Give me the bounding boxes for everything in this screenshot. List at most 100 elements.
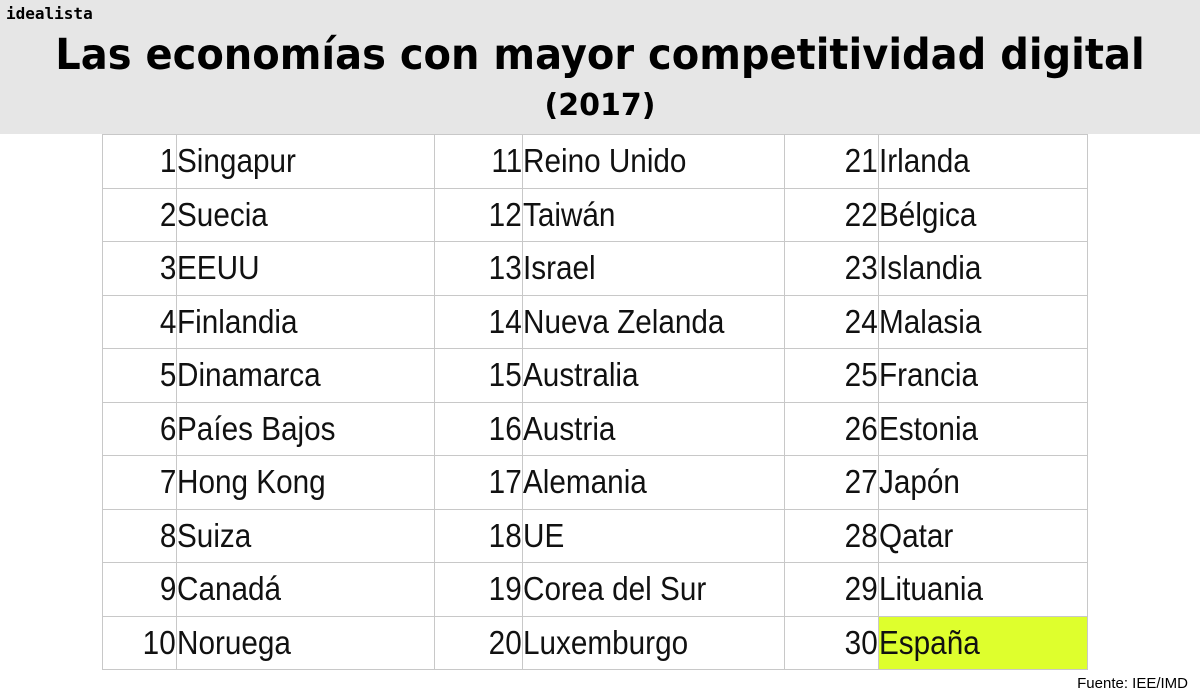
rank-number-cell: 7 [102,455,177,510]
country-name-cell: Paíes Bajos [176,401,435,456]
country-name: Hong Kong [177,463,326,501]
country-name: Qatar [879,516,954,554]
country-name-cell: Taiwán [522,187,785,242]
country-name-cell: Suecia [176,187,435,242]
country-name-cell: Canadá [176,562,435,617]
rank-number-cell: 26 [784,401,879,456]
rank-number-cell: 25 [784,348,879,403]
rank-number: 23 [844,249,878,287]
rank-number-cell: 9 [102,562,177,617]
rank-number: 21 [844,142,878,180]
rank-number: 10 [142,623,176,661]
page-subtitle: (2017) [544,88,656,123]
source-note: Fuente: IEE/IMD [1077,675,1188,692]
country-name: Malasia [879,302,982,340]
rank-number-cell: 13 [434,241,523,296]
rank-number: 17 [488,463,522,501]
rank-number-cell: 2 [102,187,177,242]
rank-number-cell: 1 [102,134,177,189]
rank-number-cell: 30 [784,615,879,670]
rank-number-cell: 12 [434,187,523,242]
rank-number-cell: 23 [784,241,879,296]
country-name-cell: Noruega [176,615,435,670]
rank-number: 26 [844,409,878,447]
country-name: Noruega [177,623,291,661]
rank-number-cell: 3 [102,241,177,296]
table-row: 9 Canadá 19 Corea del Sur 29 Lituania [102,562,1088,617]
country-name: Suecia [177,195,268,233]
country-name: Suiza [177,516,252,554]
table-row: 8 Suiza 18 UE 28 Qatar [102,508,1088,563]
table-row: 1 Singapur 11 Reino Unido 21 Irlanda [102,134,1088,189]
brand-logo: idealista [6,4,93,23]
country-name-cell: Suiza [176,508,435,563]
country-name-cell: Irlanda [878,134,1088,189]
rank-number: 8 [159,516,176,554]
rank-number: 27 [844,463,878,501]
country-name-cell: Israel [522,241,785,296]
country-name-cell: UE [522,508,785,563]
country-name: Australia [523,356,639,394]
rank-number-cell: 21 [784,134,879,189]
table-row: 5 Dinamarca 15 Australia 25 Francia [102,348,1088,403]
header: idealista Las economías con mayor compet… [0,0,1200,134]
country-name: EEUU [177,249,260,287]
country-name-cell: Dinamarca [176,348,435,403]
country-name: Corea del Sur [523,570,707,608]
country-name: Finlandia [177,302,298,340]
rank-number-cell: 6 [102,401,177,456]
country-name-cell: Lituania [878,562,1088,617]
country-name: España [879,623,980,661]
rank-number: 29 [844,570,878,608]
country-name-cell: Japón [878,455,1088,510]
rank-number: 22 [844,195,878,233]
country-name-cell: Finlandia [176,294,435,349]
country-name: Nueva Zelanda [523,302,725,340]
country-name-cell: Qatar [878,508,1088,563]
ranking-table: 1 Singapur 11 Reino Unido 21 Irlanda 2 Suecia 12… [102,134,1088,670]
country-name: Islandia [879,249,982,287]
rank-number: 5 [159,356,176,394]
rank-number-cell: 28 [784,508,879,563]
table-row: 3 EEUU 13 Israel 23 Islandia [102,241,1088,296]
country-name-cell: Estonia [878,401,1088,456]
rank-number-cell: 29 [784,562,879,617]
rank-number: 18 [488,516,522,554]
rank-number-cell: 14 [434,294,523,349]
rank-number-cell: 20 [434,615,523,670]
rank-number-cell: 8 [102,508,177,563]
table-row: 2 Suecia 12 Taiwán 22 Bélgica [102,187,1088,242]
country-name: Lituania [879,570,984,608]
country-name-cell: Hong Kong [176,455,435,510]
country-name: Reino Unido [523,142,687,180]
country-name-cell: Francia [878,348,1088,403]
rank-number-cell: 15 [434,348,523,403]
rank-number-cell: 19 [434,562,523,617]
rank-number: 13 [488,249,522,287]
country-name-cell: Reino Unido [522,134,785,189]
rank-number: 19 [488,570,522,608]
country-name-cell: Alemania [522,455,785,510]
country-name-cell: España [878,615,1088,670]
rank-number-cell: 5 [102,348,177,403]
rank-number-cell: 27 [784,455,879,510]
country-name-cell: Australia [522,348,785,403]
country-name: Alemania [523,463,647,501]
rank-number-cell: 17 [434,455,523,510]
rank-number: 25 [844,356,878,394]
table-row: 4 Finlandia 14 Nueva Zelanda 24 Malasia [102,294,1088,349]
rank-number: 24 [844,302,878,340]
country-name: Dinamarca [177,356,321,394]
country-name: Paíes Bajos [177,409,336,447]
rank-number: 3 [159,249,176,287]
rank-number: 14 [488,302,522,340]
rank-number: 6 [159,409,176,447]
country-name: Austria [523,409,616,447]
table-row: 7 Hong Kong 17 Alemania 27 Japón [102,455,1088,510]
country-name-cell: Corea del Sur [522,562,785,617]
page-title: Las economías con mayor competitividad d… [55,30,1145,80]
country-name: UE [523,516,565,554]
country-name: Japón [879,463,960,501]
rank-number-cell: 4 [102,294,177,349]
